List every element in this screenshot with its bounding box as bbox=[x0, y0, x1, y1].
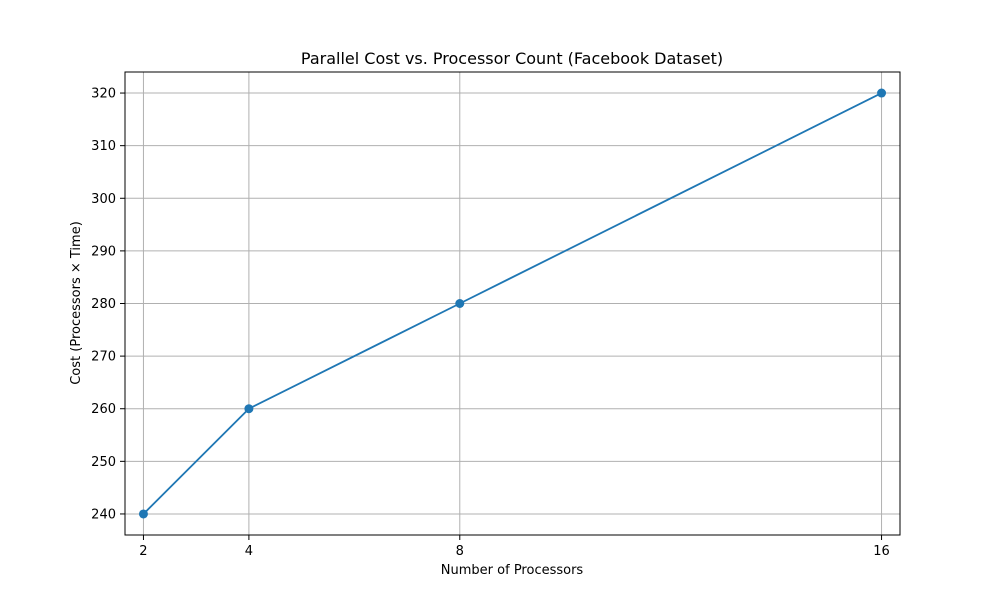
y-tick-label: 310 bbox=[91, 139, 116, 154]
y-tick-label: 270 bbox=[91, 350, 116, 365]
data-point bbox=[877, 88, 887, 98]
y-tick-label: 290 bbox=[91, 244, 116, 259]
series-layer bbox=[138, 88, 887, 519]
y-tick-label: 280 bbox=[91, 297, 116, 312]
y-tick-label: 240 bbox=[91, 507, 116, 522]
x-axis-label: Number of Processors bbox=[441, 563, 584, 578]
x-tick-label: 4 bbox=[245, 544, 253, 559]
data-point bbox=[244, 404, 254, 414]
grid-layer bbox=[125, 72, 900, 535]
y-axis-label: Cost (Processors × Time) bbox=[69, 221, 84, 385]
x-axis: 2 4 8 16 bbox=[139, 535, 890, 559]
x-tick-label: 2 bbox=[139, 544, 147, 559]
series-line bbox=[142, 92, 882, 515]
x-tick-label: 8 bbox=[456, 544, 464, 559]
data-point bbox=[455, 299, 465, 308]
y-tick-label: 320 bbox=[91, 87, 116, 102]
y-axis: 240 250 260 270 280 290 300 310 320 bbox=[91, 87, 125, 522]
y-tick-label: 300 bbox=[91, 192, 116, 207]
y-tick-label: 260 bbox=[91, 402, 116, 417]
y-tick-label: 250 bbox=[91, 455, 116, 470]
x-tick-label: 16 bbox=[873, 544, 890, 559]
chart-title: Parallel Cost vs. Processor Count (Faceb… bbox=[301, 49, 723, 68]
data-point bbox=[138, 509, 148, 519]
